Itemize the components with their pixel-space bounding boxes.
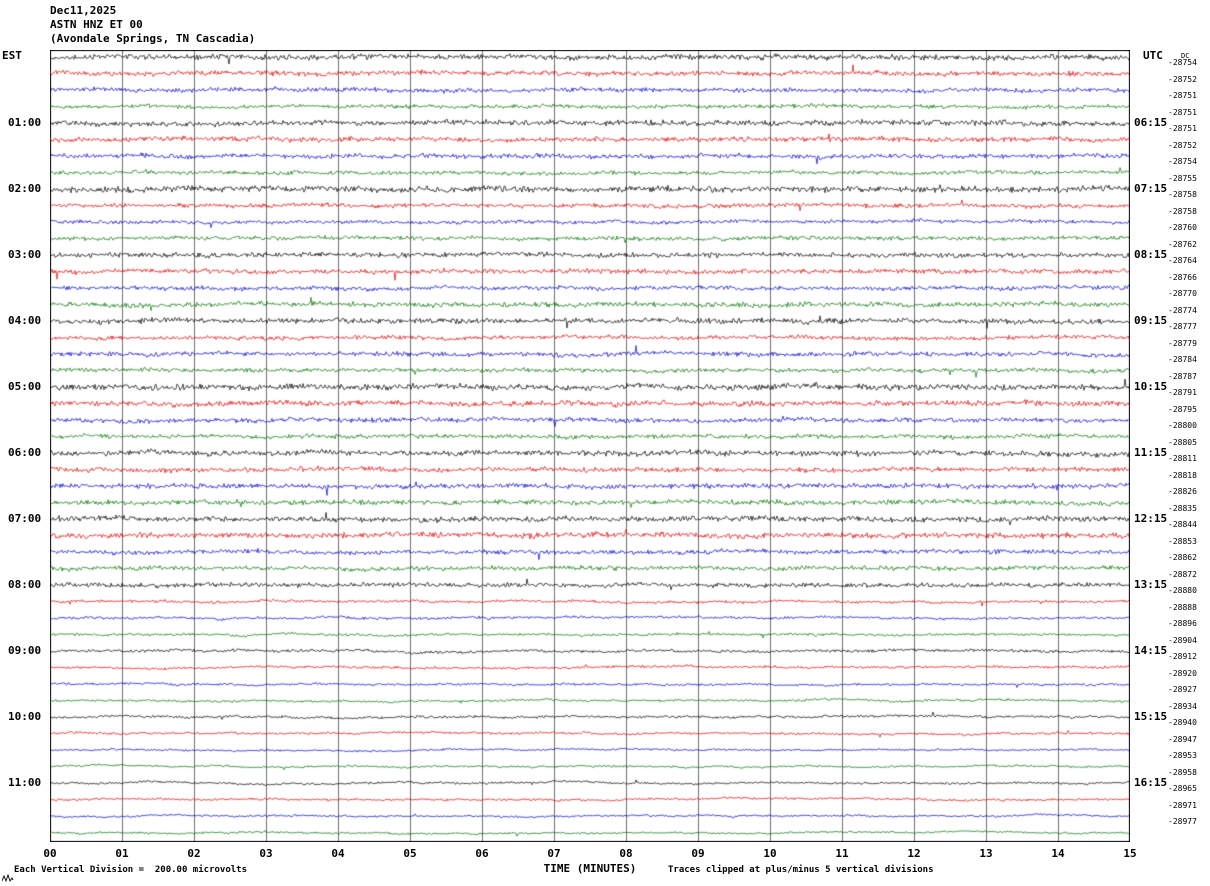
- x-axis-tick-label: 11: [835, 847, 849, 860]
- dc-offset-value: -28774: [1168, 305, 1197, 315]
- dc-offset-value: -28927: [1168, 685, 1197, 694]
- dc-offset-value: -28940: [1168, 718, 1197, 727]
- dc-offset-value: -28755: [1168, 173, 1197, 183]
- dc-offset-value: -28912: [1168, 652, 1197, 661]
- x-axis-tick-label: 04: [331, 847, 345, 860]
- left-hour-label: 05:00: [8, 380, 42, 393]
- left-hour-label: 02:00: [8, 182, 42, 195]
- dc-offset-value: -28795: [1168, 404, 1197, 414]
- x-axis-tick-label: 10: [763, 847, 777, 860]
- footer-clip-note: Traces clipped at plus/minus 5 vertical …: [668, 865, 934, 875]
- right-hour-label: 14:15: [1134, 644, 1168, 657]
- x-axis-tick-label: 01: [115, 847, 129, 860]
- left-hour-label: 08:00: [8, 578, 42, 591]
- right-hour-label: 06:15: [1134, 116, 1168, 129]
- dc-offset-value: -28770: [1168, 289, 1197, 298]
- dc-offset-value: -28880: [1168, 586, 1197, 595]
- right-hour-label: 15:15: [1134, 710, 1168, 723]
- x-axis-tick-label: 14: [1051, 847, 1065, 860]
- right-hour-label: 10:15: [1134, 380, 1168, 393]
- corner-calibration-mark: [2, 874, 14, 883]
- dc-offset-value: -28835: [1168, 503, 1197, 513]
- left-hour-label: 01:00: [8, 116, 42, 129]
- dc-offset-value: -28758: [1168, 206, 1197, 216]
- x-axis-tick-label: 07: [547, 847, 561, 860]
- dc-offset-value: -28977: [1168, 817, 1197, 826]
- right-hour-label: 08:15: [1134, 248, 1168, 261]
- right-hour-label: 09:15: [1134, 314, 1168, 327]
- right-hour-label: 16:15: [1134, 776, 1168, 789]
- dc-offset-value: -28805: [1168, 437, 1197, 447]
- left-hour-label: 03:00: [8, 248, 42, 261]
- right-hour-label: 12:15: [1134, 512, 1168, 525]
- dc-offset-value: -28896: [1168, 619, 1197, 628]
- dc-offset-value: -28791: [1168, 388, 1197, 397]
- dc-offset-value: -28904: [1168, 635, 1197, 645]
- dc-offset-value: -28934: [1168, 701, 1197, 711]
- dc-offset-value: -28752: [1168, 140, 1197, 150]
- x-axis-tick-label: 13: [979, 847, 993, 860]
- dc-offset-value: -28766: [1168, 272, 1197, 282]
- left-hour-label: 07:00: [8, 512, 42, 525]
- dc-offset-value: -28751: [1168, 107, 1197, 117]
- x-axis-tick-label: 02: [187, 847, 201, 860]
- dc-offset-value: -28787: [1168, 371, 1197, 381]
- dc-offset-value: -28754: [1168, 157, 1197, 166]
- dc-offset-value: -28872: [1168, 569, 1197, 579]
- x-axis-tick-label: 09: [691, 847, 705, 860]
- dc-offset-value: -28965: [1168, 784, 1197, 793]
- x-axis-tick-label: 00: [43, 847, 57, 860]
- dc-offset-value: -28751: [1168, 124, 1197, 133]
- right-axis-title-utc: UTC: [1143, 49, 1163, 62]
- dc-offset-value: -28752: [1168, 74, 1197, 84]
- right-hour-label: 07:15: [1134, 182, 1168, 195]
- dc-offset-value: -28800: [1168, 421, 1197, 430]
- x-axis-tick-label: 08: [619, 847, 633, 860]
- dc-offset-value: -28760: [1168, 223, 1197, 232]
- dc-offset-value: -28953: [1168, 751, 1197, 760]
- left-hour-label: 09:00: [8, 644, 42, 657]
- dc-offset-value: -28971: [1168, 800, 1197, 810]
- dc-offset-value: -28751: [1168, 91, 1197, 100]
- dc-offset-value: -28762: [1168, 239, 1197, 249]
- left-hour-label: 04:00: [8, 314, 42, 327]
- right-hour-label: 13:15: [1134, 578, 1168, 591]
- left-hour-label: 10:00: [8, 710, 42, 723]
- footer-scale-note: Each Vertical Division = 200.00 microvol…: [14, 865, 247, 875]
- dc-offset-value: -28888: [1168, 602, 1197, 612]
- dc-offset-value: -28862: [1168, 553, 1197, 562]
- seismogram-trace-plot: [50, 50, 1130, 842]
- x-axis-tick-label: 06: [475, 847, 489, 860]
- x-axis-tick-label: 12: [907, 847, 921, 860]
- header-station-location: (Avondale Springs, TN Cascadia): [50, 32, 256, 45]
- left-hour-label: 11:00: [8, 776, 42, 789]
- dc-offset-value: -28920: [1168, 668, 1197, 678]
- left-hour-label: 06:00: [8, 446, 42, 459]
- dc-offset-value: -28958: [1168, 767, 1197, 777]
- header-station-id: ASTN HNZ ET 00: [50, 18, 143, 31]
- dc-offset-value: -28853: [1168, 536, 1197, 546]
- dc-offset-value: -28764: [1168, 256, 1197, 265]
- dc-offset-value: -28826: [1168, 487, 1197, 496]
- dc-offset-value: -28844: [1168, 520, 1197, 529]
- header-date: Dec11,2025: [50, 4, 117, 17]
- dc-offset-value: -28811: [1168, 454, 1197, 463]
- dc-column-title: DC: [1181, 52, 1190, 60]
- x-axis-label: TIME (MINUTES): [543, 862, 637, 875]
- x-axis-tick-label: 05: [403, 847, 417, 860]
- dc-offset-value: -28758: [1168, 190, 1197, 199]
- right-hour-label: 11:15: [1134, 446, 1168, 459]
- dc-offset-value: -28784: [1168, 355, 1197, 364]
- dc-offset-value: -28754: [1168, 58, 1197, 67]
- dc-offset-value: -28779: [1168, 338, 1197, 348]
- dc-offset-value: -28818: [1168, 470, 1197, 480]
- left-axis-title-est: EST: [2, 49, 22, 62]
- dc-offset-value: -28777: [1168, 322, 1197, 331]
- x-axis-tick-label: 03: [259, 847, 273, 860]
- dc-offset-value: -28947: [1168, 734, 1197, 744]
- x-axis-tick-label: 15: [1123, 847, 1137, 860]
